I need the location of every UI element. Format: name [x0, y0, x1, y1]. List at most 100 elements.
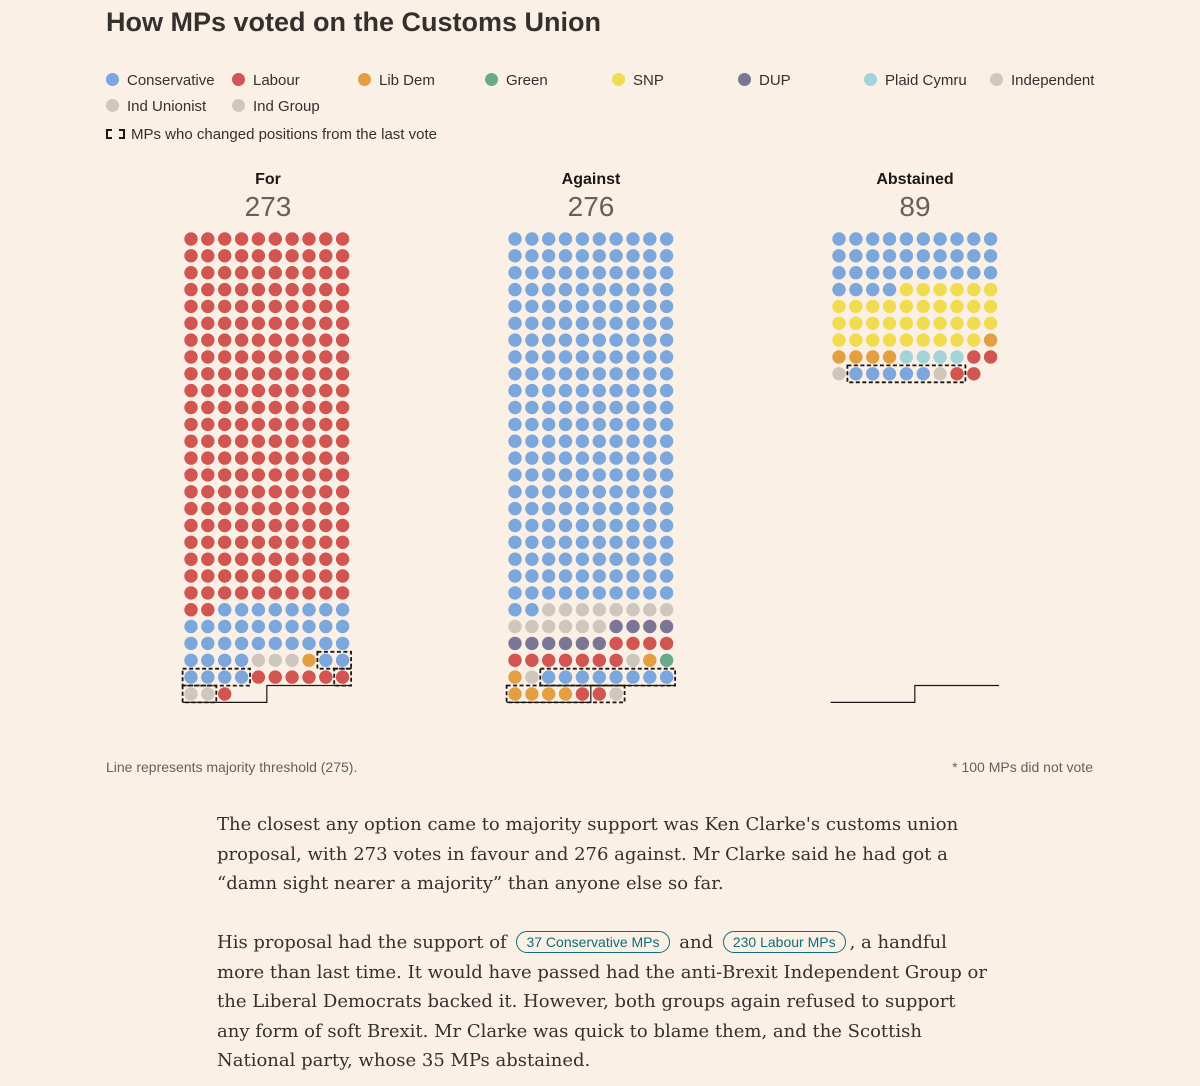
mp-dot-conservative: [609, 367, 623, 381]
mp-dot-conservative: [251, 619, 266, 634]
mp-dot-labour: [335, 434, 350, 448]
legend-item-green: Green: [485, 72, 548, 89]
mp-dot-conservative: [575, 282, 590, 297]
mp-dot-conservative: [643, 451, 657, 465]
mp-dot-conservative: [933, 266, 947, 280]
mp-dot-conservative: [659, 552, 674, 566]
mp-dot-independent: [592, 619, 606, 634]
waffle-chart: [181, 232, 1000, 704]
mp-dot-labour: [251, 232, 266, 246]
mp-dot-snp: [882, 299, 897, 314]
mp-dot-lib-dem: [983, 333, 998, 347]
mp-dot-conservative: [302, 603, 316, 617]
mp-dot-labour: [285, 400, 299, 415]
mp-dot-labour: [184, 434, 198, 448]
mp-dot-conservative: [201, 619, 215, 634]
mp-dot-conservative: [659, 535, 674, 549]
mp-dot-labour: [285, 485, 299, 499]
legend-item-dup: DUP: [738, 72, 791, 89]
mp-dot-conservative: [609, 249, 623, 263]
mp-dot-snp: [866, 299, 880, 314]
mp-dot-conservative: [558, 299, 573, 314]
mp-dot-labour: [234, 552, 249, 566]
mp-dot-conservative: [558, 383, 573, 398]
labour-mps-link[interactable]: 230 Labour MPs: [722, 931, 846, 953]
mp-dot-conservative: [251, 636, 266, 651]
lib-dem-swatch-icon: [358, 73, 371, 86]
mp-dot-labour: [335, 400, 350, 415]
mp-dot-labour: [251, 400, 266, 415]
mp-dot-labour: [285, 535, 299, 549]
mp-dot-conservative: [508, 535, 522, 549]
conservative-mps-link[interactable]: 37 Conservative MPs: [516, 931, 670, 953]
mp-dot-lib-dem: [558, 687, 573, 701]
mp-dot-labour: [335, 232, 350, 246]
mp-dot-labour: [319, 266, 333, 280]
mp-dot-dup: [508, 636, 522, 651]
mp-dot-labour: [184, 249, 198, 263]
legend: Conservative Labour Lib Dem Green SNP DU…: [106, 72, 1106, 152]
mp-dot-conservative: [184, 670, 198, 684]
mp-dot-labour: [285, 350, 299, 364]
mp-dot-conservative: [335, 653, 350, 667]
did-not-vote-note: * 100 MPs did not vote: [952, 759, 1093, 775]
mp-dot-labour: [251, 333, 266, 347]
mp-dot-snp: [967, 333, 981, 347]
mp-dot-labour: [184, 485, 198, 499]
mp-dot-labour: [302, 670, 316, 684]
mp-dot-labour: [268, 501, 282, 516]
mp-dot-labour: [268, 451, 282, 465]
mp-dot-conservative: [592, 451, 606, 465]
mp-dot-conservative: [542, 333, 556, 347]
mp-dot-snp: [950, 316, 964, 330]
mp-dot-labour: [234, 282, 249, 297]
mp-dot-labour: [234, 434, 249, 448]
mp-dot-labour: [268, 518, 282, 533]
mp-dot-conservative: [882, 266, 897, 280]
mp-dot-labour: [302, 417, 316, 432]
independent-swatch-icon: [990, 73, 1003, 86]
legend-item-ind-group: Ind Group: [232, 98, 320, 115]
column-count-against: 276: [567, 191, 615, 222]
mp-dot-conservative: [542, 232, 556, 246]
mp-dot-conservative: [643, 670, 657, 684]
mp-dot-conservative: [659, 518, 674, 533]
mp-dot-independent: [558, 619, 573, 634]
mp-dot-labour: [201, 299, 215, 314]
mp-dot-conservative: [508, 400, 522, 415]
mp-dot-conservative: [609, 299, 623, 314]
mp-dot-labour: [319, 417, 333, 432]
ind-group-swatch-icon: [232, 99, 245, 112]
mp-dot-plaid-cymru: [916, 350, 930, 364]
mp-dot-labour: [234, 468, 249, 482]
mp-dot-independent: [201, 687, 215, 701]
mp-dot-conservative: [643, 501, 657, 516]
mp-dot-conservative: [319, 636, 333, 651]
mp-dot-labour: [234, 266, 249, 280]
mp-dot-conservative: [525, 569, 539, 583]
mp-dot-snp: [832, 316, 846, 330]
mp-dot-labour: [184, 383, 198, 398]
legend-item-independent: Independent: [990, 72, 1094, 89]
mp-dot-labour: [319, 232, 333, 246]
mp-dot-labour: [285, 333, 299, 347]
mp-dot-conservative: [592, 468, 606, 482]
plaid-cymru-swatch-icon: [864, 73, 877, 86]
mp-dot-conservative: [983, 266, 998, 280]
mp-dot-conservative: [525, 282, 539, 297]
mp-dot-labour: [319, 501, 333, 516]
mp-dot-labour: [335, 367, 350, 381]
mp-dot-conservative: [558, 535, 573, 549]
mp-dot-conservative: [542, 501, 556, 516]
mp-dot-labour: [285, 670, 299, 684]
mp-dot-labour: [251, 670, 266, 684]
mp-dot-labour: [285, 316, 299, 330]
mp-dot-conservative: [626, 232, 640, 246]
mp-dot-labour: [201, 586, 215, 600]
mp-dot-conservative: [592, 333, 606, 347]
mp-dot-labour: [335, 586, 350, 600]
mp-dot-independent: [184, 687, 198, 701]
mp-dot-independent: [542, 619, 556, 634]
mp-dot-labour: [285, 417, 299, 432]
mp-dot-conservative: [626, 586, 640, 600]
